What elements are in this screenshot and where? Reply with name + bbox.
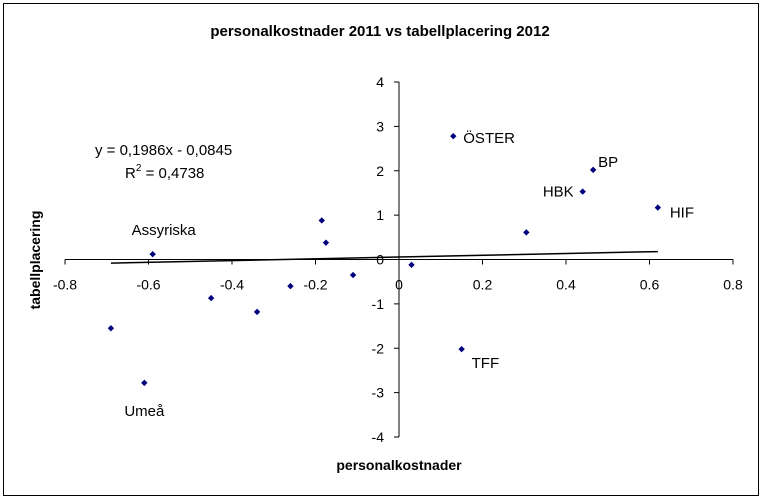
x-tick-label: -0.4 bbox=[220, 277, 244, 293]
scatter-point bbox=[523, 229, 530, 236]
point-label: Umeå bbox=[124, 403, 165, 420]
y-tick-label: -4 bbox=[372, 429, 385, 445]
r-squared-label: R2 = 0,4738 bbox=[125, 163, 204, 182]
r-squared-value: = 0,4738 bbox=[141, 165, 204, 182]
x-tick-label: 0.8 bbox=[723, 277, 743, 293]
y-tick-label: 2 bbox=[376, 163, 384, 179]
point-label: Assyriska bbox=[132, 222, 197, 239]
chart-frame bbox=[3, 3, 759, 496]
r-squared-prefix: R bbox=[125, 165, 136, 182]
scatter-point bbox=[287, 282, 294, 290]
y-tick-label: 4 bbox=[376, 74, 384, 90]
point-label: HBK bbox=[543, 184, 574, 201]
scatter-point bbox=[589, 166, 597, 174]
scatter-point bbox=[408, 261, 415, 269]
x-tick-label: 0 bbox=[395, 277, 403, 293]
scatter-point bbox=[149, 250, 156, 258]
scatter-point bbox=[458, 345, 465, 353]
point-label: HIF bbox=[670, 205, 694, 222]
y-tick-label: -1 bbox=[372, 296, 385, 312]
x-tick-label: 0.4 bbox=[556, 277, 576, 293]
x-tick-label: -0.6 bbox=[136, 277, 160, 293]
r-squared-exponent: 2 bbox=[136, 163, 142, 174]
x-tick-label: -0.8 bbox=[53, 277, 77, 293]
y-tick-label: -2 bbox=[372, 340, 385, 356]
trendline-equation: y = 0,1986x - 0,0845 bbox=[95, 142, 232, 159]
scatter-point bbox=[654, 204, 662, 211]
scatter-point bbox=[207, 294, 215, 302]
scatter-point bbox=[141, 379, 148, 387]
scatter-point bbox=[253, 308, 261, 316]
scatter-point bbox=[322, 239, 330, 246]
y-tick-label: 3 bbox=[376, 118, 384, 134]
scatter-point bbox=[450, 132, 457, 140]
data-points bbox=[107, 132, 662, 387]
point-label: ÖSTER bbox=[463, 129, 515, 147]
x-tick-label: -0.2 bbox=[303, 277, 327, 293]
x-axis-title: personalkostnader bbox=[336, 457, 462, 473]
point-label: TFF bbox=[472, 355, 500, 372]
chart-title: personalkostnader 2011 vs tabellplacerin… bbox=[210, 23, 549, 40]
point-labels: ÖSTER BP HBK HIF Assyriska TFF Umeå bbox=[124, 129, 694, 420]
y-tick-label: 0 bbox=[376, 252, 384, 268]
scatter-point bbox=[107, 325, 115, 332]
x-tick-label: 0.6 bbox=[640, 277, 660, 293]
y-tick-label: -3 bbox=[372, 385, 385, 401]
x-tick-label: 0.2 bbox=[473, 277, 493, 293]
point-label: BP bbox=[598, 154, 618, 171]
y-axis-title: tabellplacering bbox=[27, 211, 43, 310]
trendline bbox=[110, 250, 658, 264]
axes bbox=[64, 81, 734, 438]
scatter-point bbox=[318, 217, 325, 224]
scatter-point bbox=[579, 188, 586, 195]
y-tick-label: 1 bbox=[376, 207, 384, 223]
tick-labels: -0.8 -0.6 -0.4 -0.2 0 0.2 0.4 0.6 0.8 -4 -3 -2 -1 1 2 3… bbox=[53, 74, 743, 445]
scatter-point bbox=[349, 271, 357, 279]
